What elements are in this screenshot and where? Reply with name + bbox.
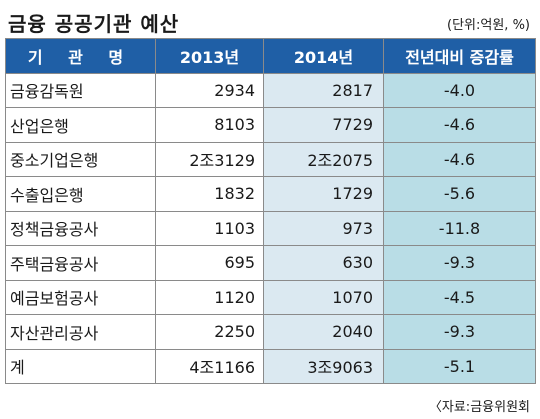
chart-title: 금융 공공기관 예산 [8, 12, 180, 36]
cell-change: -9.3 [383, 245, 536, 281]
cell-change: -4.0 [383, 72, 536, 108]
cell-institution: 산업은행 [5, 107, 156, 143]
cell-2013: 2조3129 [155, 141, 264, 177]
cell-2014: 2조2075 [263, 141, 384, 177]
cell-change: -4.6 [383, 107, 536, 143]
cell-change: -11.8 [383, 210, 536, 246]
cell-institution: 수출입은행 [5, 176, 156, 212]
cell-change: -4.6 [383, 141, 536, 177]
cell-2013: 4조1166 [155, 348, 264, 384]
cell-institution: 주택금융공사 [5, 245, 156, 281]
table-row: 계 4조1166 3조9063 -5.1 [5, 348, 536, 384]
header-institution: 기 관 명 [5, 38, 156, 74]
cell-2013: 695 [155, 245, 264, 281]
source-note: 〈자료:금융위원회 [428, 400, 530, 415]
table-row: 금융감독원 2934 2817 -4.0 [5, 72, 536, 108]
cell-institution: 중소기업은행 [5, 141, 156, 177]
cell-2014: 1070 [263, 279, 384, 315]
cell-institution: 자산관리공사 [5, 314, 156, 350]
cell-2014: 1729 [263, 176, 384, 212]
cell-2014: 2817 [263, 72, 384, 108]
table-row: 주택금융공사 695 630 -9.3 [5, 245, 536, 281]
cell-2013: 1832 [155, 176, 264, 212]
header-2014: 2014년 [263, 38, 384, 74]
header-change: 전년대비 증감률 [383, 38, 536, 74]
cell-2014: 973 [263, 210, 384, 246]
cell-2014: 7729 [263, 107, 384, 143]
table-row: 정책금융공사 1103 973 -11.8 [5, 210, 536, 246]
cell-institution: 금융감독원 [5, 72, 156, 108]
cell-2014: 3조9063 [263, 348, 384, 384]
header-2013: 2013년 [155, 38, 264, 74]
table-row: 자산관리공사 2250 2040 -9.3 [5, 314, 536, 350]
cell-2013: 1103 [155, 210, 264, 246]
unit-note: (단위:억원, %) [447, 18, 530, 33]
cell-institution: 계 [5, 348, 156, 384]
table-row: 중소기업은행 2조3129 2조2075 -4.6 [5, 141, 536, 177]
cell-change: -5.1 [383, 348, 536, 384]
cell-institution: 정책금융공사 [5, 210, 156, 246]
table-row: 수출입은행 1832 1729 -5.6 [5, 176, 536, 212]
cell-institution: 예금보험공사 [5, 279, 156, 315]
cell-change: -4.5 [383, 279, 536, 315]
cell-2014: 2040 [263, 314, 384, 350]
cell-2013: 1120 [155, 279, 264, 315]
cell-2014: 630 [263, 245, 384, 281]
cell-change: -9.3 [383, 314, 536, 350]
budget-table: 기 관 명 2013년 2014년 전년대비 증감률 금융감독원 2934 2817… [5, 38, 536, 384]
cell-2013: 8103 [155, 107, 264, 143]
table-body: 금융감독원 2934 2817 -4.0 산업은행 8103 7729 -4.6 중소기업은행 2… [5, 72, 536, 384]
header-row: 기 관 명 2013년 2014년 전년대비 증감률 [5, 38, 536, 74]
cell-change: -5.6 [383, 176, 536, 212]
cell-2013: 2934 [155, 72, 264, 108]
cell-2013: 2250 [155, 314, 264, 350]
table-row: 예금보험공사 1120 1070 -4.5 [5, 279, 536, 315]
table-row: 산업은행 8103 7729 -4.6 [5, 107, 536, 143]
